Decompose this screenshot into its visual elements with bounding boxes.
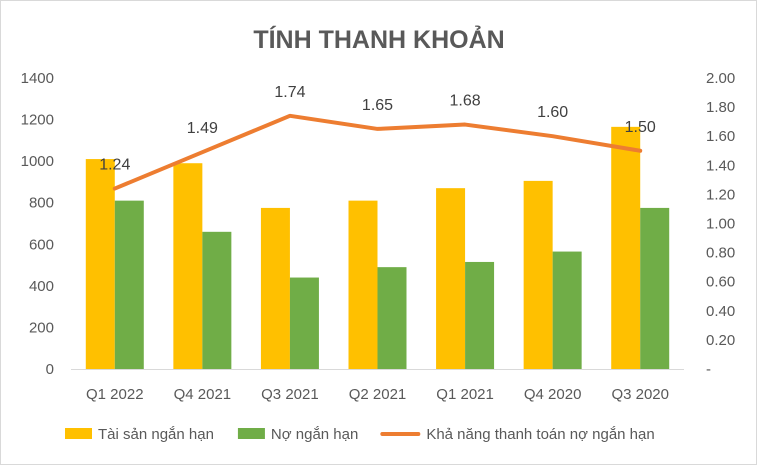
chart-title: TÍNH THANH KHOẢN <box>253 24 504 54</box>
y-left-tick-label: 200 <box>29 319 54 336</box>
y-left-tick-label: 1200 <box>21 112 54 129</box>
y-left-tick-label: 1000 <box>21 153 54 170</box>
bar-current-liabilities <box>552 251 582 369</box>
y-right-tick-label: - <box>706 361 711 378</box>
bar-current-assets <box>611 126 641 369</box>
bar-current-assets <box>523 180 553 369</box>
y-left-tick-label: 0 <box>46 361 54 378</box>
bar-current-assets <box>260 207 290 369</box>
y-right-tick-label: 1.40 <box>706 157 735 174</box>
x-tick-label: Q2 2021 <box>349 386 407 403</box>
x-tick-label: Q1 2022 <box>86 386 144 403</box>
data-label: 1.68 <box>450 93 481 110</box>
data-label: 1.60 <box>537 104 568 121</box>
legend-swatch <box>237 428 265 439</box>
bar-current-liabilities <box>202 231 232 369</box>
data-label: 1.49 <box>187 120 218 137</box>
x-tick-label: Q3 2021 <box>261 386 319 403</box>
legend-swatch <box>65 428 92 439</box>
bar-current-assets <box>436 188 466 369</box>
bar-current-liabilities <box>640 207 670 369</box>
data-label: 1.50 <box>625 119 656 136</box>
data-label: 1.24 <box>99 157 130 174</box>
y-right-tick-label: 1.80 <box>706 99 735 116</box>
legend-label: Tài sản ngắn hạn <box>98 426 214 443</box>
y-left-tick-label: 600 <box>29 236 54 253</box>
legend: Tài sản ngắn hạn Nợ ngắn hạn Khả năng than… <box>65 426 655 443</box>
x-tick-label: Q4 2020 <box>524 386 582 403</box>
y-right-tick-label: 0.80 <box>706 245 735 262</box>
bar-current-liabilities <box>114 200 144 369</box>
bar-current-liabilities <box>289 277 319 369</box>
bar-current-liabilities <box>465 261 495 369</box>
y-right-tick-label: 0.40 <box>706 303 735 320</box>
y-left-tick-label: 400 <box>29 278 54 295</box>
x-tick-label: Q3 2020 <box>611 386 669 403</box>
bar-current-liabilities <box>377 267 407 369</box>
y-right-tick-label: 1.20 <box>706 186 735 203</box>
data-label: 1.65 <box>362 97 393 114</box>
y-right-tick-label: 0.60 <box>706 274 735 291</box>
bar-current-assets <box>348 200 378 369</box>
legend-label: Khả năng thanh toán nợ ngắn hạn <box>426 426 654 443</box>
data-label: 1.74 <box>274 84 305 101</box>
legend-label: Nợ ngắn hạn <box>271 426 358 443</box>
x-tick-label: Q1 2021 <box>436 386 494 403</box>
y-left-tick-label: 1400 <box>21 70 54 87</box>
x-tick-label: Q4 2021 <box>174 386 232 403</box>
y-right-tick-label: 1.00 <box>706 216 735 233</box>
y-right-tick-label: 0.20 <box>706 332 735 349</box>
bar-current-assets <box>85 159 115 369</box>
bar-current-assets <box>173 163 203 369</box>
y-right-tick-label: 2.00 <box>706 70 735 87</box>
y-left-tick-label: 800 <box>29 195 54 212</box>
y-right-tick-label: 1.60 <box>706 128 735 145</box>
plot-area: 0 200 400 600 800 1000 1200 1400 - 0.20 0.40 0.60 0.… <box>21 70 736 403</box>
